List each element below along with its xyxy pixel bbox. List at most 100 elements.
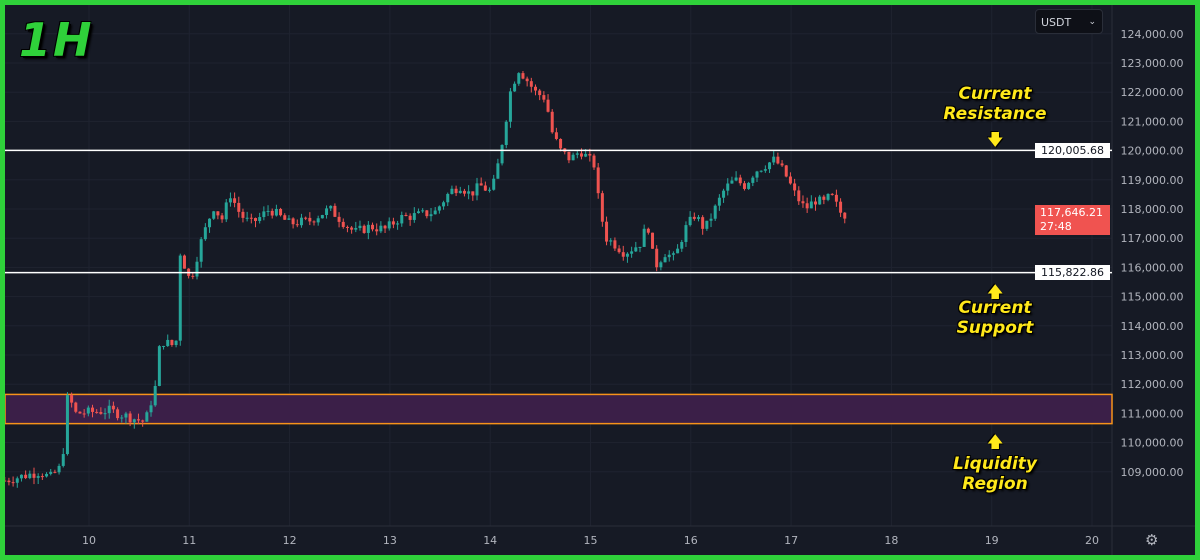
candle [249,217,253,219]
candle [70,395,74,403]
candle [575,153,579,155]
candle [571,154,575,161]
candle [241,211,245,218]
annotation-line: Liquidity [953,454,1037,474]
candle [613,240,617,249]
candle [834,194,838,202]
candle [809,201,813,209]
candle [839,201,843,213]
candle [567,151,571,161]
candle [86,407,90,414]
candle [362,225,366,233]
candle [663,257,667,263]
candle [433,210,437,215]
candle [416,211,420,214]
candle [738,177,742,184]
candle [237,202,241,212]
candle [379,225,383,232]
gear-icon[interactable]: ⚙ [1145,531,1159,549]
price-chart[interactable]: 124,000.00 123,000.00 122,000.00 121,000.00… [5,5,1195,555]
candle [625,253,629,257]
candle [521,73,525,79]
candle [124,413,128,418]
candle [529,81,533,87]
candle [274,208,278,216]
candle [412,213,416,220]
y-tick-label: 120,000.00 [1121,145,1184,158]
candle [337,216,341,222]
candle [199,239,203,262]
candle [396,223,400,225]
y-tick-label: 114,000.00 [1121,320,1184,333]
liquidity-region [5,393,1113,425]
candle [270,210,274,216]
candle [82,413,86,415]
candle [768,162,772,170]
resistance-annotation: Current Resistance [930,84,1060,124]
candle [132,419,136,423]
candle [554,132,558,139]
candle [404,215,408,217]
candle [333,205,337,217]
candle [99,412,103,414]
candle [203,227,207,240]
candle [74,402,78,412]
candle [316,218,320,223]
candle [216,211,220,216]
candle [425,210,429,217]
candle [421,210,425,212]
candle [747,182,751,189]
x-tick-label: 15 [584,534,598,547]
candle [621,252,625,257]
candle [32,473,36,478]
candle [713,205,717,219]
y-tick-label: 111,000.00 [1121,407,1184,420]
candle [642,228,646,247]
candle [442,202,446,207]
candle [312,221,316,223]
candle [684,225,688,242]
candle [818,196,822,205]
candle [596,167,600,194]
candle [391,221,395,225]
candle [262,211,266,218]
candle [57,465,61,473]
candle [701,217,705,229]
candle [224,202,228,220]
currency-value: USDT [1041,16,1072,29]
candle [233,198,237,203]
candle [726,183,730,191]
candle [676,248,680,254]
candle-countdown: 27:48 [1040,220,1072,233]
candle [504,121,508,145]
y-tick-label: 116,000.00 [1121,261,1184,274]
x-tick-label: 19 [985,534,999,547]
annotation-line: Current [958,298,1032,318]
candle [45,473,49,477]
resistance-price-label: 120,005.68 [1035,143,1110,158]
support-annotation: Current Support [930,298,1060,338]
arrow-down-icon: 🡇 [987,130,1004,149]
candle [822,196,826,200]
candle [166,339,170,346]
candle [304,217,308,219]
candle [279,208,283,216]
candle [559,138,563,149]
candle [454,188,458,194]
candle [162,345,166,347]
chart-frame: 124,000.00 123,000.00 122,000.00 121,000.00… [5,5,1195,555]
y-tick-label: 124,000.00 [1121,28,1184,41]
candle [329,205,333,209]
candle [513,83,517,92]
y-tick-label: 122,000.00 [1121,86,1184,99]
candle [734,177,738,181]
candle [600,193,604,222]
candle [400,215,404,224]
candle [111,405,115,410]
candle [345,226,349,228]
candle [659,262,663,268]
candle [742,183,746,189]
candle [320,215,324,219]
candle [534,86,538,91]
currency-selector[interactable]: USDT ⌄ [1035,9,1103,34]
